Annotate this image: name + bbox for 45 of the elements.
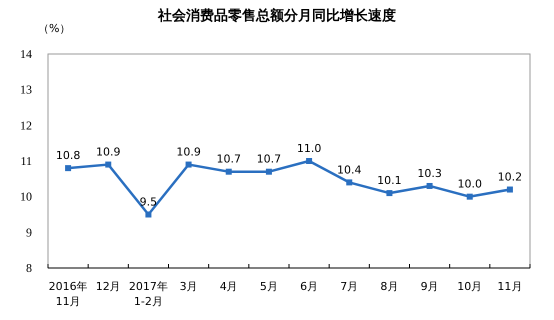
point (105, 162, 112, 168)
y-tick-label: 8 (26, 261, 32, 275)
point (266, 168, 272, 175)
point (506, 186, 513, 193)
point (466, 194, 473, 200)
data-label: 10.7 (256, 152, 282, 166)
point (65, 165, 72, 172)
y-tick-label: 9 (26, 225, 32, 240)
point (346, 179, 352, 186)
x-tick-label: 4月 (220, 280, 238, 293)
x-tick-label: 2016年 11月 (48, 280, 88, 308)
data-label: 10.8 (56, 149, 80, 162)
x-tick-label: 8月 (380, 280, 398, 293)
data-label: 10.7 (216, 152, 241, 166)
y-tick-label: 14 (20, 47, 32, 61)
point (426, 182, 433, 189)
data-label: 10.0 (458, 178, 482, 191)
data-label: 11.0 (296, 142, 322, 155)
x-tick-label: 10月 (457, 280, 482, 293)
data-label: 10.2 (498, 170, 522, 184)
y-tick-label: 13 (20, 82, 32, 97)
x-tick-label: 7月 (340, 280, 358, 293)
data-label: 10.1 (377, 174, 402, 188)
data-label: 10.9 (176, 146, 201, 159)
chart-title: 社会消费品零售总额分月同比增长速度 (157, 7, 396, 24)
x-tick-label: 6月 (300, 280, 318, 293)
data-label: 10.3 (417, 166, 442, 180)
x-tick-label: 11月 (497, 280, 522, 293)
x-tick-label: 9月 (420, 280, 439, 293)
y-tick-label: 11 (20, 154, 32, 168)
x-tick-label: 12月 (96, 280, 121, 293)
y-axis-title: （%） (38, 22, 70, 35)
x-tick-label: 5月 (260, 280, 278, 293)
data-label: 10.4 (337, 163, 362, 176)
point (145, 212, 152, 218)
point (186, 162, 192, 168)
data-label: 9.5 (140, 196, 158, 208)
point (226, 168, 232, 175)
point (306, 158, 312, 164)
y-tick-label: 10 (20, 190, 32, 204)
y-tick-label: 12 (20, 118, 32, 132)
point (386, 190, 392, 196)
x-tick-label: 3月 (180, 280, 198, 293)
data-label: 10.9 (96, 146, 120, 159)
x-tick-label: 2017年 1-2月 (128, 280, 168, 308)
